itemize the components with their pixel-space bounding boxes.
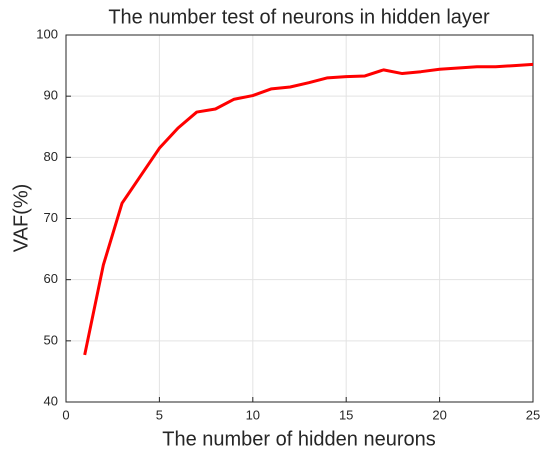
y-tick-label: 60 bbox=[44, 271, 58, 286]
x-tick-label: 20 bbox=[432, 407, 446, 422]
y-axis-label: VAF(%) bbox=[10, 184, 32, 253]
y-tick-label: 40 bbox=[44, 393, 58, 408]
x-tick-label: 15 bbox=[339, 407, 353, 422]
plot-frame bbox=[65, 34, 534, 403]
x-tick-label: 0 bbox=[62, 407, 69, 422]
y-tick-label: 70 bbox=[44, 210, 58, 225]
y-tick-label: 90 bbox=[44, 88, 58, 103]
x-tick-label: 25 bbox=[526, 407, 540, 422]
y-tick-label: 80 bbox=[44, 149, 58, 164]
y-tick-label: 50 bbox=[44, 332, 58, 347]
chart-title: The number test of neurons in hidden lay… bbox=[108, 6, 490, 28]
x-tick-label: 5 bbox=[156, 407, 163, 422]
y-tick-label: 100 bbox=[36, 26, 58, 41]
x-tick-label: 10 bbox=[246, 407, 260, 422]
x-axis-label: The number of hidden neurons bbox=[162, 428, 436, 450]
data-line bbox=[83, 62, 534, 356]
